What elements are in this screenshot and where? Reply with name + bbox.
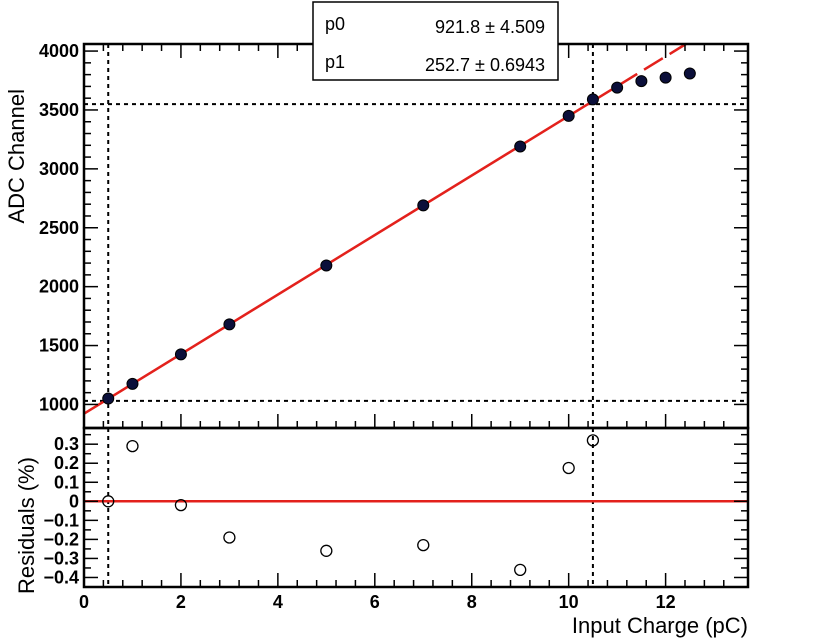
top-plot-frame	[82, 42, 750, 430]
bottom-panel: 0.30.20.10−0.1−0.2−0.3−0.40 2 4 6 8 10 12	[43, 426, 750, 612]
bottom-y-tick-label: 0.2	[54, 453, 79, 473]
data-point	[514, 140, 527, 153]
bottom-y-tick-label: 0.1	[54, 472, 79, 492]
x-axis-title: Input Charge (pC)	[572, 613, 748, 638]
fit-line-extrapolation	[592, 42, 687, 103]
bottom-y-tick-label: −0.1	[43, 510, 79, 530]
residual-point	[320, 544, 333, 557]
data-point	[320, 259, 333, 272]
residual-point	[586, 434, 600, 447]
residual-point	[562, 461, 575, 475]
data-point	[417, 199, 430, 212]
data-point	[586, 93, 599, 106]
residual-point	[174, 498, 188, 512]
data-point	[659, 71, 672, 84]
x-tick-label: 8	[467, 592, 477, 612]
residual-point	[417, 538, 430, 552]
data-point	[223, 318, 236, 331]
residual-point	[126, 439, 139, 453]
top-panel: 1000 1500 2000 2500 3000 3500 4000	[39, 41, 750, 430]
top-y-tick-label: 3000	[39, 159, 79, 179]
bottom-y-tick-label: −0.4	[43, 567, 79, 587]
bottom-y-axis-title: Residuals (%)	[14, 457, 39, 594]
bottom-y-tick-label: −0.3	[43, 548, 79, 568]
top-y-tick-label: 2000	[39, 277, 79, 297]
x-tick-label: 4	[273, 592, 283, 612]
top-y-axis-title: ADC Channel	[4, 89, 29, 224]
x-tick-label: 6	[370, 592, 380, 612]
residual-point	[102, 495, 115, 508]
data-point	[562, 109, 575, 122]
top-y-tick-label: 4000	[39, 41, 79, 61]
data-point	[611, 81, 624, 94]
x-tick-label: 0	[79, 592, 89, 612]
residual-point	[223, 531, 236, 544]
top-y-tick-label: 3500	[39, 100, 79, 120]
stats-box-frame	[312, 1, 559, 81]
x-tick-label: 2	[176, 592, 186, 612]
top-y-tick-label: 2500	[39, 218, 79, 238]
stat-name-p1: p1	[325, 52, 345, 72]
data-point	[683, 67, 696, 80]
data-point	[174, 348, 187, 361]
fit-stats-box: p0 921.8 ± 4.509 p1 252.7 ± 0.6943	[312, 1, 559, 81]
data-point	[102, 392, 115, 405]
top-y-tick-label: 1500	[39, 336, 79, 356]
bottom-y-tick-label: 0	[69, 491, 79, 511]
stat-name-p0: p0	[325, 14, 345, 34]
stat-value-p0: 921.8 ± 4.509	[435, 17, 545, 37]
stat-value-p1: 252.7 ± 0.6943	[425, 55, 545, 75]
top-y-tick-label: 1000	[39, 394, 79, 414]
bottom-y-tick-label: −0.2	[43, 529, 79, 549]
bottom-plot-frame	[82, 426, 750, 589]
x-tick-label: 10	[559, 592, 579, 612]
bottom-y-tick-label: 0.3	[54, 434, 79, 454]
data-point	[635, 75, 648, 88]
residual-point	[514, 563, 527, 577]
data-point	[126, 377, 139, 390]
x-tick-label: 12	[656, 592, 676, 612]
fit-line	[83, 100, 594, 415]
